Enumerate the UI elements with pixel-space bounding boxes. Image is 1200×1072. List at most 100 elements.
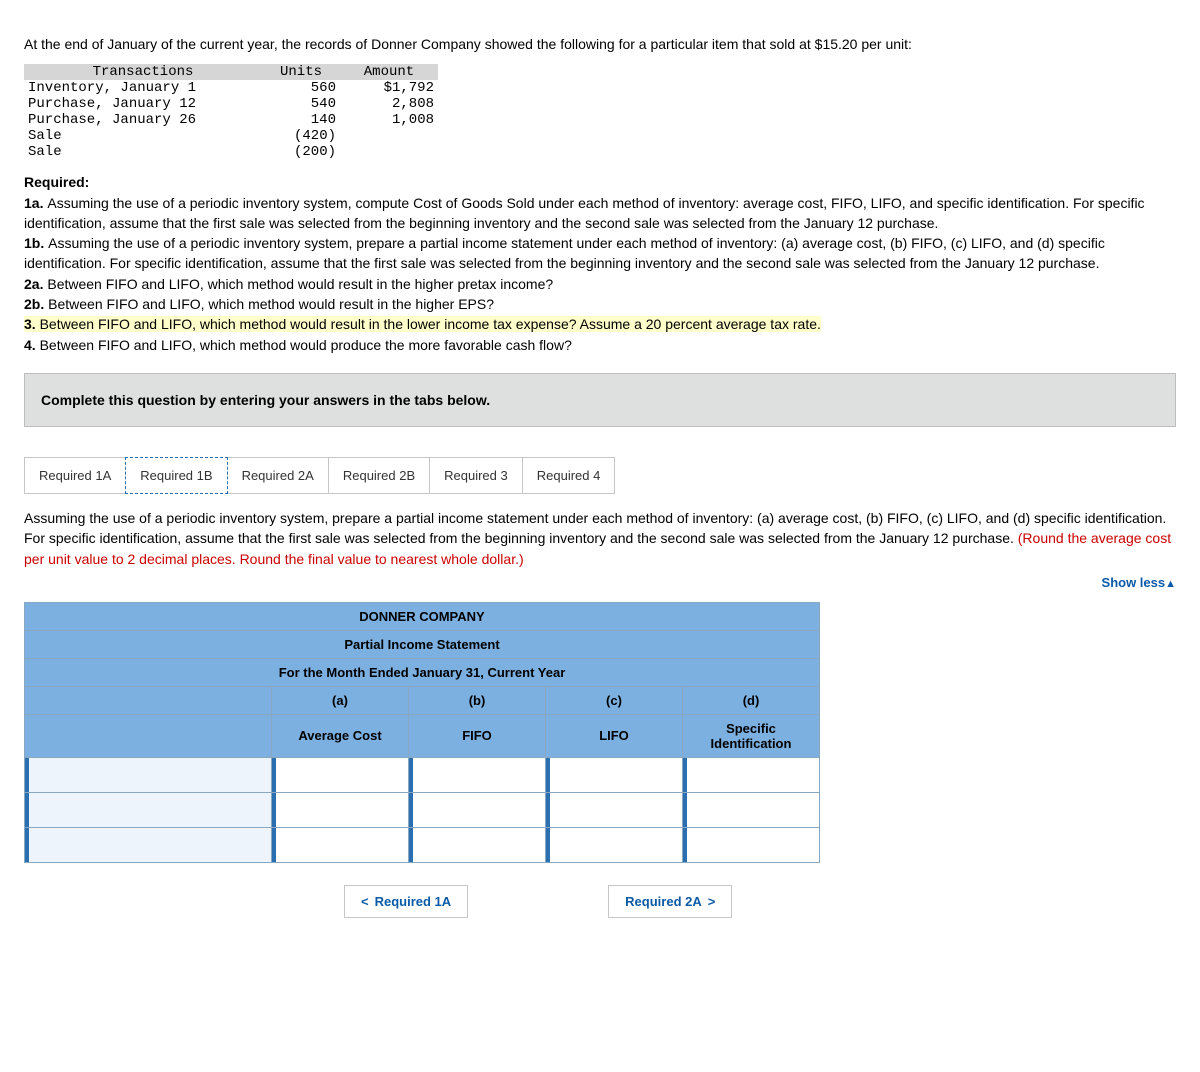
- col-spec: Specific Identification: [683, 714, 820, 757]
- cell-units: 560: [262, 80, 340, 96]
- chevron-right-icon: >: [708, 894, 716, 909]
- required-block: Required: 1a. Assuming the use of a peri…: [24, 172, 1176, 355]
- cell-handle-icon: [25, 758, 29, 792]
- cell-handle-icon: [546, 758, 550, 792]
- table-row: Inventory, January 1560$1,792: [24, 80, 438, 96]
- next-label: Required 2A: [625, 894, 702, 909]
- input-cell[interactable]: [546, 827, 683, 862]
- cell-units: 140: [262, 112, 340, 128]
- next-button[interactable]: Required 2A >: [608, 885, 732, 918]
- show-less-toggle[interactable]: Show less▲: [24, 575, 1176, 590]
- cell-units: 540: [262, 96, 340, 112]
- input-cell[interactable]: [546, 792, 683, 827]
- input-cell[interactable]: [409, 827, 546, 862]
- cell-trans: Sale: [24, 128, 262, 144]
- prev-label: Required 1A: [375, 894, 452, 909]
- cell-handle-icon: [272, 758, 276, 792]
- req-label: 3.: [24, 316, 40, 332]
- req-label: 1a.: [24, 195, 47, 211]
- col-fifo: FIFO: [409, 714, 546, 757]
- cell-trans: Purchase, January 26: [24, 112, 262, 128]
- input-cell[interactable]: [409, 757, 546, 792]
- instruction-box: Complete this question by entering your …: [24, 373, 1176, 427]
- table-row: Purchase, January 125402,808: [24, 96, 438, 112]
- req-label: 2a.: [24, 276, 47, 292]
- cell-units: (420): [262, 128, 340, 144]
- cell-amount: [340, 128, 438, 144]
- col-a: (a): [272, 686, 409, 714]
- input-cell[interactable]: [683, 757, 820, 792]
- cell-trans: Inventory, January 1: [24, 80, 262, 96]
- col-c: (c): [546, 686, 683, 714]
- prev-button[interactable]: < Required 1A: [344, 885, 468, 918]
- cell-handle-icon: [272, 828, 276, 862]
- row-label-cell[interactable]: [25, 757, 272, 792]
- req-text: Between FIFO and LIFO, which method woul…: [48, 296, 494, 312]
- col-b: (b): [409, 686, 546, 714]
- answer-title2: Partial Income Statement: [25, 630, 820, 658]
- blank-header: [25, 686, 272, 714]
- req-label: 1b.: [24, 235, 48, 251]
- cell-handle-icon: [25, 793, 29, 827]
- answer-table: DONNER COMPANY Partial Income Statement …: [24, 602, 820, 863]
- input-cell[interactable]: [272, 827, 409, 862]
- cell-handle-icon: [546, 793, 550, 827]
- input-cell[interactable]: [546, 757, 683, 792]
- tab-required-1a[interactable]: Required 1A: [24, 457, 126, 494]
- req-text: Between FIFO and LIFO, which method woul…: [40, 337, 572, 353]
- cell-handle-icon: [683, 828, 687, 862]
- cell-amount: $1,792: [340, 80, 438, 96]
- tab-desc-main: Assuming the use of a periodic inventory…: [24, 510, 1166, 546]
- col-d: (d): [683, 686, 820, 714]
- tab-required-2b[interactable]: Required 2B: [328, 457, 430, 494]
- required-title: Required:: [24, 174, 89, 190]
- answer-row: [25, 792, 820, 827]
- cell-trans: Purchase, January 12: [24, 96, 262, 112]
- nav-row: < Required 1A Required 2A >: [24, 885, 1176, 918]
- tabs-row: Required 1ARequired 1BRequired 2ARequire…: [24, 457, 1176, 494]
- row-label-cell[interactable]: [25, 792, 272, 827]
- th-units: Units: [262, 64, 340, 80]
- req-text: Between FIFO and LIFO, which method woul…: [40, 316, 821, 332]
- req-text: Assuming the use of a periodic inventory…: [24, 235, 1105, 271]
- intro-text: At the end of January of the current yea…: [24, 34, 1176, 54]
- answer-row: [25, 757, 820, 792]
- th-amount: Amount: [340, 64, 438, 80]
- tab-required-4[interactable]: Required 4: [522, 457, 616, 494]
- show-less-label: Show less: [1102, 575, 1166, 590]
- transactions-table: Transactions Units Amount Inventory, Jan…: [24, 64, 438, 160]
- cell-amount: 2,808: [340, 96, 438, 112]
- blank-header2: [25, 714, 272, 757]
- tab-required-2a[interactable]: Required 2A: [227, 457, 329, 494]
- cell-handle-icon: [409, 828, 413, 862]
- table-row: Sale(200): [24, 144, 438, 160]
- cell-amount: [340, 144, 438, 160]
- table-row: Purchase, January 261401,008: [24, 112, 438, 128]
- row-label-cell[interactable]: [25, 827, 272, 862]
- answer-row: [25, 827, 820, 862]
- tab-description: Assuming the use of a periodic inventory…: [24, 508, 1176, 569]
- caret-up-icon: ▲: [1165, 578, 1176, 590]
- col-avg: Average Cost: [272, 714, 409, 757]
- cell-handle-icon: [683, 793, 687, 827]
- chevron-left-icon: <: [361, 894, 369, 909]
- answer-title3: For the Month Ended January 31, Current …: [25, 658, 820, 686]
- input-cell[interactable]: [409, 792, 546, 827]
- req-text: Assuming the use of a periodic inventory…: [24, 195, 1145, 231]
- cell-units: (200): [262, 144, 340, 160]
- answer-title1: DONNER COMPANY: [25, 602, 820, 630]
- cell-handle-icon: [25, 828, 29, 862]
- cell-amount: 1,008: [340, 112, 438, 128]
- input-cell[interactable]: [272, 757, 409, 792]
- cell-handle-icon: [409, 793, 413, 827]
- input-cell[interactable]: [683, 792, 820, 827]
- req-text: Between FIFO and LIFO, which method woul…: [47, 276, 553, 292]
- input-cell[interactable]: [683, 827, 820, 862]
- tab-required-3[interactable]: Required 3: [429, 457, 523, 494]
- th-transactions: Transactions: [24, 64, 262, 80]
- input-cell[interactable]: [272, 792, 409, 827]
- tab-required-1b[interactable]: Required 1B: [125, 457, 227, 494]
- cell-trans: Sale: [24, 144, 262, 160]
- cell-handle-icon: [683, 758, 687, 792]
- req-label: 2b.: [24, 296, 48, 312]
